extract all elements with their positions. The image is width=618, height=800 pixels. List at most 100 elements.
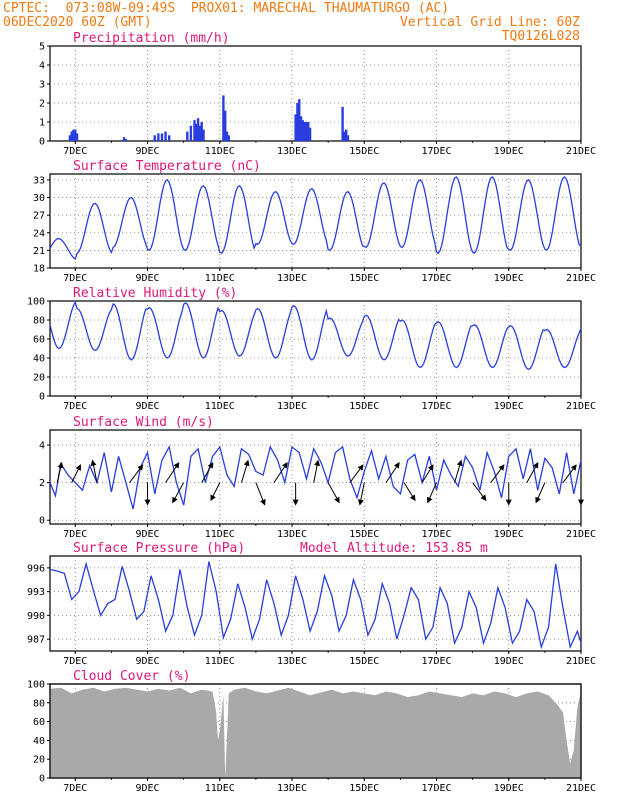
surface-pressure-ytick-label: 990 (27, 611, 45, 622)
surface-temperature-xtick-label: 19DEC (494, 273, 524, 284)
relative-humidity-xtick-label: 19DEC (494, 401, 524, 412)
precip-bar (301, 120, 305, 141)
surface-pressure-xtick-label: 21DEC (566, 656, 596, 667)
surface-wind-line (49, 445, 582, 510)
precip-bar (307, 122, 310, 141)
surface-wind-xtick-label: 11DEC (205, 529, 235, 540)
cloud-cover-xtick-label: 15DEC (349, 783, 379, 794)
cloud-cover-ytick-label: 40 (33, 736, 45, 747)
precip-bar (195, 123, 198, 141)
precip-bar (299, 116, 303, 141)
wind-vector-arrow (165, 462, 180, 483)
surface-pressure-xtick-label: 7DEC (63, 656, 87, 667)
surface-temperature-xtick-label: 15DEC (349, 273, 379, 284)
surface-pressure-ytick-label: 987 (27, 635, 45, 646)
surface-pressure-ytick-label: 993 (27, 587, 45, 598)
precip-bar (198, 125, 202, 141)
surface-temperature-ytick-label: 30 (33, 193, 45, 204)
precip-bar (305, 122, 308, 141)
wind-vector-arrow (454, 459, 463, 483)
precipitation-ytick-label: 0 (39, 137, 45, 148)
relative-humidity-panel: 0 20 40 60 80 100 7DEC 9DEC 11DEC 13DEC 15DEC 17DEC… (27, 286, 596, 412)
precip-bar (308, 127, 312, 141)
surface-temperature-ytick-label: 24 (33, 228, 45, 239)
wind-vector-arrow (71, 464, 81, 483)
surface-pressure-xtick-label: 13DEC (277, 656, 307, 667)
precipitation-title: Precipitation (mm/h) (73, 31, 230, 46)
precip-bar (186, 131, 189, 141)
relative-humidity-line (49, 300, 582, 371)
cloud-cover-frame-top (49, 683, 582, 779)
wind-vector-arrow (403, 482, 416, 502)
relative-humidity-ytick-label: 20 (33, 373, 45, 384)
surface-temperature-xtick-label: 7DEC (63, 273, 87, 284)
wind-vector-arrow (535, 482, 546, 504)
relative-humidity-xtick-label: 15DEC (349, 401, 379, 412)
wind-vector-arrow (490, 464, 505, 483)
relative-humidity-xtick-label: 13DEC (277, 401, 307, 412)
cloud-cover-xtick-label: 7DEC (63, 783, 87, 794)
surface-wind-xtick-label: 19DEC (494, 529, 524, 540)
precip-bar (157, 133, 160, 141)
wind-vector-arrow (255, 482, 266, 506)
surface-pressure-line (49, 561, 582, 650)
precipitation-ytick-label: 1 (39, 118, 45, 129)
surface-pressure-xtick-label: 17DEC (421, 656, 451, 667)
surface-pressure-subtitle: Model Altitude: 153.85 m (300, 541, 488, 556)
wind-vector-arrow (56, 461, 64, 483)
relative-humidity-ytick-label: 40 (33, 354, 45, 365)
precipitation-panel: 0 1 2 3 4 5 7DEC 9DEC 11DEC 13DEC 15DEC 17DEC 19DEC 2… (39, 31, 596, 157)
surface-pressure-xtick-label: 11DEC (205, 656, 235, 667)
wind-vector-arrow (472, 482, 487, 502)
precip-bar (343, 131, 346, 141)
precip-bar (160, 133, 164, 141)
header-station-line: CPTEC: 073:08W-09:49S PROX01: MARECHAL T… (3, 1, 450, 16)
precipitation-xtick-label: 19DEC (494, 146, 524, 157)
precip-bar (75, 133, 79, 141)
cloud-cover-xtick-label: 17DEC (421, 783, 451, 794)
precip-bar (74, 129, 77, 141)
precip-bar (153, 135, 156, 141)
precip-bar (168, 135, 171, 141)
precipitation-ytick-label: 4 (39, 61, 45, 72)
precip-bar (124, 139, 128, 141)
wind-vector-arrow (426, 482, 437, 504)
relative-humidity-xtick-label: 9DEC (135, 401, 159, 412)
surface-temperature-xtick-label: 21DEC (566, 273, 596, 284)
precip-bar (70, 131, 73, 141)
precip-bar (298, 99, 301, 141)
wind-vector-arrow (562, 464, 577, 483)
precip-bar (122, 137, 126, 141)
cloud-cover-ytick-label: 20 (33, 755, 45, 766)
wind-vector-arrow (240, 459, 250, 483)
relative-humidity-title: Relative Humidity (%) (73, 286, 237, 301)
surface-temperature-ytick-label: 18 (33, 264, 45, 275)
precip-bar (346, 135, 350, 141)
relative-humidity-xtick-label: 7DEC (63, 401, 87, 412)
precip-bar (222, 95, 225, 141)
cloud-cover-ytick-label: 100 (27, 680, 45, 691)
precip-bar (303, 122, 306, 141)
precipitation-xtick-label: 15DEC (349, 146, 379, 157)
surface-temperature-xtick-label: 9DEC (135, 273, 159, 284)
surface-temperature-frame (49, 173, 582, 269)
wind-vector-arrow (385, 462, 400, 483)
precipitation-xtick-label: 17DEC (421, 146, 451, 157)
surface-pressure-frame (49, 555, 582, 652)
surface-wind-xtick-label: 21DEC (566, 529, 596, 540)
precip-bar (196, 118, 200, 141)
cloud-cover-xtick-label: 13DEC (277, 783, 307, 794)
surface-wind-xtick-label: 15DEC (349, 529, 379, 540)
cloud-cover-panel: 0 20 40 60 80 100 7DEC 9DEC 11DEC 13DEC 15DEC 17DEC… (27, 669, 596, 794)
surface-temperature-title: Surface Temperature (nC) (73, 159, 261, 174)
wind-vector-arrow (172, 482, 185, 504)
wind-vector-arrow (349, 464, 364, 483)
precipitation-xtick-label: 21DEC (566, 146, 596, 157)
surface-temperature-panel: 18 21 24 27 30 33 7DEC 9DEC 11DEC 13DEC 15DEC 17DEC… (33, 159, 596, 284)
relative-humidity-ytick-label: 60 (33, 335, 45, 346)
wind-vector-arrow (210, 482, 221, 502)
wind-vector-arrow (201, 461, 214, 483)
precip-bar (202, 129, 205, 141)
surface-wind-ytick-label: 2 (39, 478, 45, 489)
